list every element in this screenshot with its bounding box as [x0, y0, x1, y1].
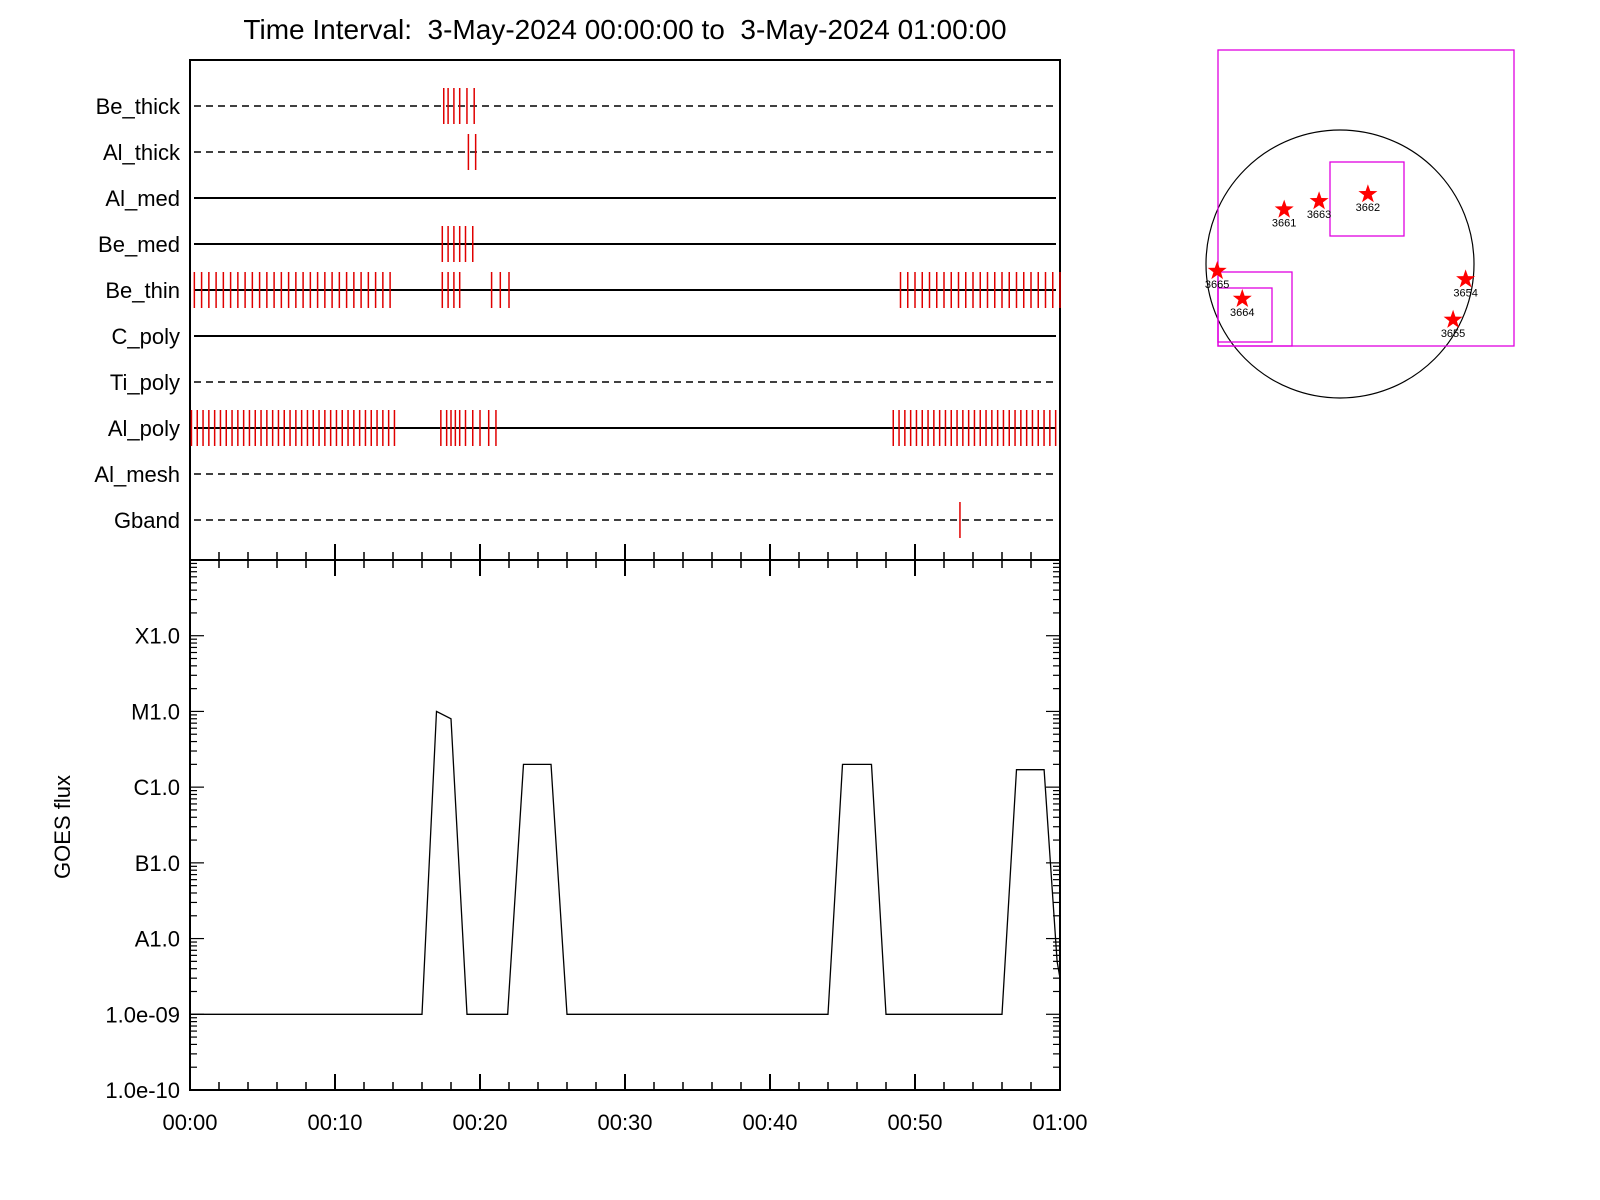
filter-label: C_poly: [112, 324, 180, 349]
filter-label: Ti_poly: [110, 370, 180, 395]
active-region-star: [1309, 191, 1329, 210]
y-tick-label: X1.0: [135, 624, 180, 649]
filter-label: Al_med: [105, 186, 180, 211]
y-tick-label: M1.0: [131, 699, 180, 724]
fov-box: [1217, 287, 1273, 343]
active-region-label: 3665: [1205, 279, 1229, 291]
x-tick-label: 00:30: [597, 1110, 652, 1135]
active-region-label: 3663: [1307, 209, 1331, 221]
filter-label: Gband: [114, 508, 180, 533]
active-region-star: [1274, 199, 1294, 218]
goes-chart-area: Be_thick Al_thick Al_med Be_med Be_thin C_pol…: [50, 59, 1088, 1135]
y-tick-label: A1.0: [135, 927, 180, 952]
y-tick-label: C1.0: [134, 775, 180, 800]
x-tick-label: 00:10: [307, 1110, 362, 1135]
fov-box: [1217, 49, 1515, 347]
y-tick-label: 1.0e-10: [105, 1078, 180, 1103]
x-tick-label: 00:50: [887, 1110, 942, 1135]
x-tick-label: 01:00: [1032, 1110, 1087, 1135]
fov-box: [1329, 161, 1405, 237]
y-tick-label: 1.0e-09: [105, 1002, 180, 1027]
chart-title: Time Interval: 3-May-2024 00:00:00 to 3-…: [243, 14, 1007, 45]
active-region-star: [1207, 261, 1227, 280]
x-tick-label: 00:20: [452, 1110, 507, 1135]
active-region-star: [1358, 184, 1378, 203]
active-region-star: [1456, 269, 1476, 288]
filter-event-timeline: Be_thick Al_thick Al_med Be_med Be_thin C_pol…: [94, 59, 1061, 561]
active-region-label: 3662: [1356, 202, 1380, 214]
goes-flux-plot: 00:00 00:10 00:20 00:30 00:40 00:50 01:00 1.0e-…: [50, 544, 1088, 1135]
active-region-label: 3664: [1230, 307, 1254, 319]
x-tick-label: 00:40: [742, 1110, 797, 1135]
x-tick-label: 00:00: [162, 1110, 217, 1135]
y-tick-label: B1.0: [135, 851, 180, 876]
filter-label: Be_thin: [105, 278, 180, 303]
active-region-star: [1443, 309, 1463, 328]
filter-label: Al_mesh: [94, 462, 180, 487]
active-region-star: [1232, 288, 1252, 307]
y-axis-label: GOES flux: [50, 775, 75, 879]
filter-label: Al_poly: [108, 416, 180, 441]
active-region-label: 3661: [1272, 218, 1296, 230]
filter-label: Be_med: [98, 232, 180, 257]
active-region-label: 3655: [1441, 328, 1465, 340]
active-region-label: 3654: [1453, 287, 1477, 299]
filter-label: Al_thick: [103, 140, 181, 165]
solar-disk: [1205, 129, 1475, 399]
goes-flux-line: [190, 710, 1061, 1015]
filter-label: Be_thick: [96, 94, 181, 119]
